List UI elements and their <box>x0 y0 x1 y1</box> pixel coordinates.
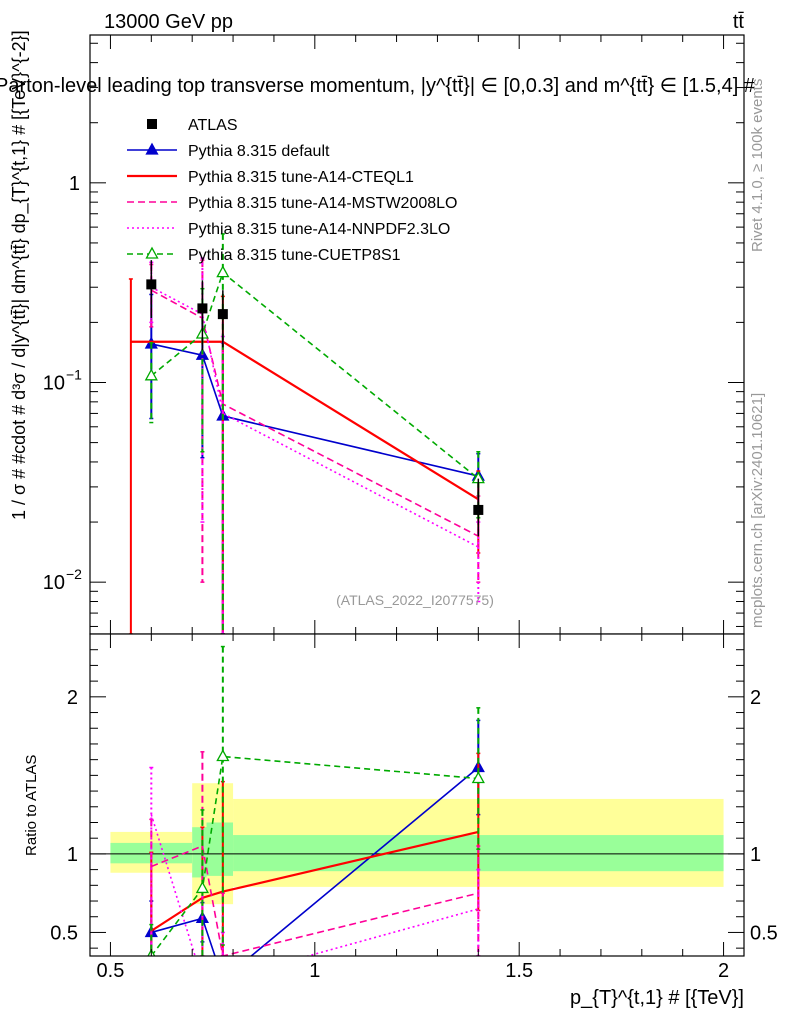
legend-marker <box>145 142 159 155</box>
y-tick-label: 10 <box>43 572 65 594</box>
main-series-0-line <box>151 343 479 477</box>
atlas-point <box>146 279 157 290</box>
ratio-y-tick-label: 0.5 <box>50 922 78 944</box>
legend-label: Pythia 8.315 default <box>188 143 330 160</box>
legend-marker-atlas <box>147 119 157 129</box>
legend-label: Pythia 8.315 tune-A14-NNPDF2.3LO <box>188 221 450 238</box>
ratio-panel <box>90 634 744 956</box>
ratio-series-1-line <box>150 830 479 932</box>
main-series-layer <box>128 233 485 635</box>
legend-marker <box>145 246 159 259</box>
rivet-label: Rivet 4.1.0, ≥ 100k events <box>749 79 766 252</box>
x-tick-label: 0.5 <box>97 960 125 982</box>
ratio-series-4-marker <box>195 881 210 894</box>
ratio-series-2-line <box>151 844 479 956</box>
y-tick-label: 10 <box>43 372 65 394</box>
atlas-point <box>217 309 228 320</box>
ratio-y-tick-label: 1 <box>67 844 78 866</box>
uncertainty-band-green <box>206 822 234 876</box>
legend-label: Pythia 8.315 tune-CUETP8S1 <box>188 247 401 264</box>
ratio-series-4-line <box>150 755 479 956</box>
main-series-4-marker <box>216 265 230 278</box>
legend-label: Pythia 8.315 tune-A14-CTEQL1 <box>188 169 414 186</box>
ratio-series-3-line <box>150 814 479 956</box>
ratio-y-tick-label-right: 0.5 <box>750 922 778 944</box>
y-tick-exponent: −1 <box>66 366 82 382</box>
source-label: mcplots.cern.ch [arXiv:2401.10621] <box>749 393 766 628</box>
x-tick-label: 1.5 <box>505 960 533 982</box>
watermark: (ATLAS_2022_I2077575) <box>336 592 494 608</box>
y-tick-exponent: −2 <box>66 566 82 582</box>
ratio-series-layer <box>144 645 485 956</box>
ratio-y-tick-label-right: 1 <box>750 844 761 866</box>
legend-label: ATLAS <box>188 117 238 134</box>
chart-title: Parton-level leading top transverse mome… <box>0 75 756 97</box>
ratio-series-4-marker <box>216 749 230 762</box>
atlas-point <box>197 303 208 314</box>
ratio-series-0-line <box>151 766 479 956</box>
x-tick-label: 1 <box>309 960 320 982</box>
ratio-series-4-marker <box>471 771 485 784</box>
ratio-axes: 0.5 0.5 1 1 2 2 0.5 1 1.5 2 <box>50 633 778 982</box>
legend-label: Pythia 8.315 tune-A14-MSTW2008LO <box>188 195 457 212</box>
legend: ATLAS Pythia 8.315 default Pythia 8.315 tu… <box>127 117 457 264</box>
ratio-series-group <box>144 645 485 956</box>
main-series-4-line <box>150 271 479 480</box>
y-axis-label: 1 / σ # #cdot # d³σ / d|y^{tt̄}| dm^{tt̄… <box>9 30 30 520</box>
energy-label: 13000 GeV pp <box>104 11 233 33</box>
ratio-y-label: Ratio to ATLAS <box>23 755 40 856</box>
x-axis-label: p_{T}^{t,1} # [{TeV}] <box>570 987 744 1009</box>
x-tick-label: 2 <box>718 960 729 982</box>
ratio-y-tick-label: 2 <box>67 687 78 709</box>
ratio-frame <box>89 633 745 957</box>
y-tick-label: 1 <box>69 173 80 195</box>
atlas-point <box>473 504 484 515</box>
main-series-4-marker <box>144 368 158 381</box>
main-axes: 110−110−2 <box>43 34 745 635</box>
process-label: tt̄ <box>733 11 745 33</box>
ratio-y-tick-label-right: 2 <box>750 687 761 709</box>
